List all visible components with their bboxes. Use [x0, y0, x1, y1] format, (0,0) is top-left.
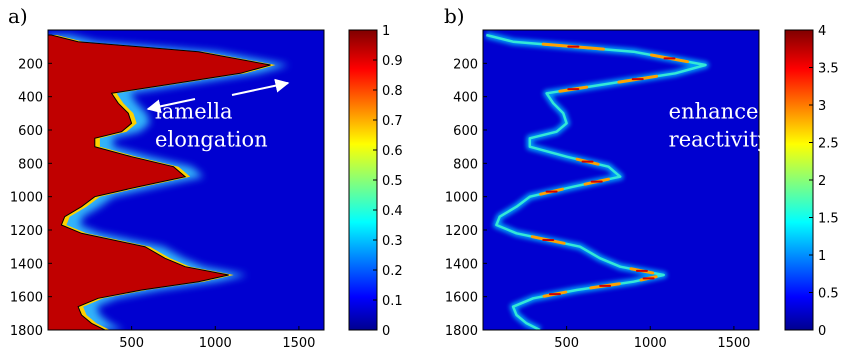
axis-ticks-a: 500 1000 1500 200 400 600 800 1000 1200 1400 1600 1…: [10, 57, 316, 351]
colorbar-tick-label: 2: [818, 174, 826, 189]
colorbar-tick-label: 0.2: [382, 264, 403, 279]
x-tick-label: 500: [554, 336, 579, 351]
y-tick-label: 1400: [10, 257, 43, 272]
y-tick-label: 1000: [445, 191, 478, 206]
y-tick-label: 1200: [445, 224, 478, 239]
colorbar-tick-label: 0.5: [382, 174, 403, 189]
colorbar-tick-label: 0.9: [382, 54, 403, 69]
y-tick-label: 1600: [445, 291, 478, 306]
panel-label-b: b): [444, 4, 465, 28]
x-tick-label: 1500: [282, 336, 315, 351]
colorbar-tick-label: 3.5: [818, 62, 839, 77]
annotation-reactivity: reactivity: [669, 128, 770, 152]
y-tick-label: 600: [18, 124, 43, 139]
arrow-left: [146, 98, 196, 114]
y-tick-label: 800: [18, 157, 43, 172]
colorbar-tick-label: 0: [382, 324, 390, 339]
y-tick-label: 1800: [10, 324, 43, 339]
colorbar-tick-label: 1.5: [818, 212, 839, 227]
colorbar-tick-label: 2.5: [818, 137, 839, 152]
colorbar-a: [348, 29, 378, 331]
plot-frame-a: [47, 29, 325, 331]
colorbar-tick-label: 0.7: [382, 114, 403, 129]
reactivity-streaks: [485, 31, 709, 330]
panel-b: 500 1000 1500 200 400 600 800 1000 1200 1400 1600 1…: [444, 4, 839, 351]
x-tick-label: 500: [119, 336, 144, 351]
annotation-enhanced: enhanced: [669, 99, 772, 123]
colorbar-tick-label: 0.6: [382, 144, 403, 159]
y-tick-label: 600: [453, 124, 478, 139]
panel-label-a: a): [8, 4, 28, 28]
y-tick-label: 1600: [10, 291, 43, 306]
y-tick-label: 1200: [10, 224, 43, 239]
colorbar-tick-label: 0.4: [382, 204, 403, 219]
colorbar-tick-label: 0.5: [818, 287, 839, 302]
arrow-right: [231, 78, 290, 96]
y-tick-label: 400: [453, 91, 478, 106]
annotation-lamella: lamella: [155, 99, 233, 123]
plot-frame-b: [482, 29, 760, 331]
y-tick-label: 800: [453, 157, 478, 172]
colorbar-tick-label: 0.3: [382, 234, 403, 249]
colorbar-tick-label: 0.1: [382, 294, 403, 309]
x-tick-label: 1000: [199, 336, 232, 351]
colorbar-tick-label: 1: [818, 249, 826, 264]
colorbar-tick-label: 4: [818, 24, 826, 39]
front-region-a: [48, 30, 271, 330]
colorbar-tick-label: 1: [382, 24, 390, 39]
x-tick-label: 1000: [634, 336, 667, 351]
colorbar-b: [784, 29, 814, 331]
y-tick-label: 1800: [445, 324, 478, 339]
annotation-elongation: elongation: [155, 128, 268, 152]
y-tick-label: 1000: [10, 191, 43, 206]
y-tick-label: 200: [453, 57, 478, 72]
y-tick-label: 400: [18, 91, 43, 106]
panel-a: 500 1000 1500 200 400 600 800 1000 1200 1400 1600 1…: [8, 4, 403, 351]
colorbar-tick-label: 0: [818, 324, 826, 339]
colorbar-tick-label: 3: [818, 99, 826, 114]
x-tick-label: 1500: [717, 336, 750, 351]
y-tick-label: 200: [18, 57, 43, 72]
colorbar-ticks-a: 0 0.1 0.2 0.3 0.4 0.5 0.6 0.7 0.8 0.9 1: [373, 24, 403, 339]
y-tick-label: 1400: [445, 257, 478, 272]
colorbar-ticks-b: 0 0.5 1 1.5 2 2.5 3 3.5 4: [809, 24, 839, 339]
axis-ticks-b: 500 1000 1500 200 400 600 800 1000 1200 1400 1600 1…: [445, 57, 751, 351]
colorbar-tick-label: 0.8: [382, 84, 403, 99]
